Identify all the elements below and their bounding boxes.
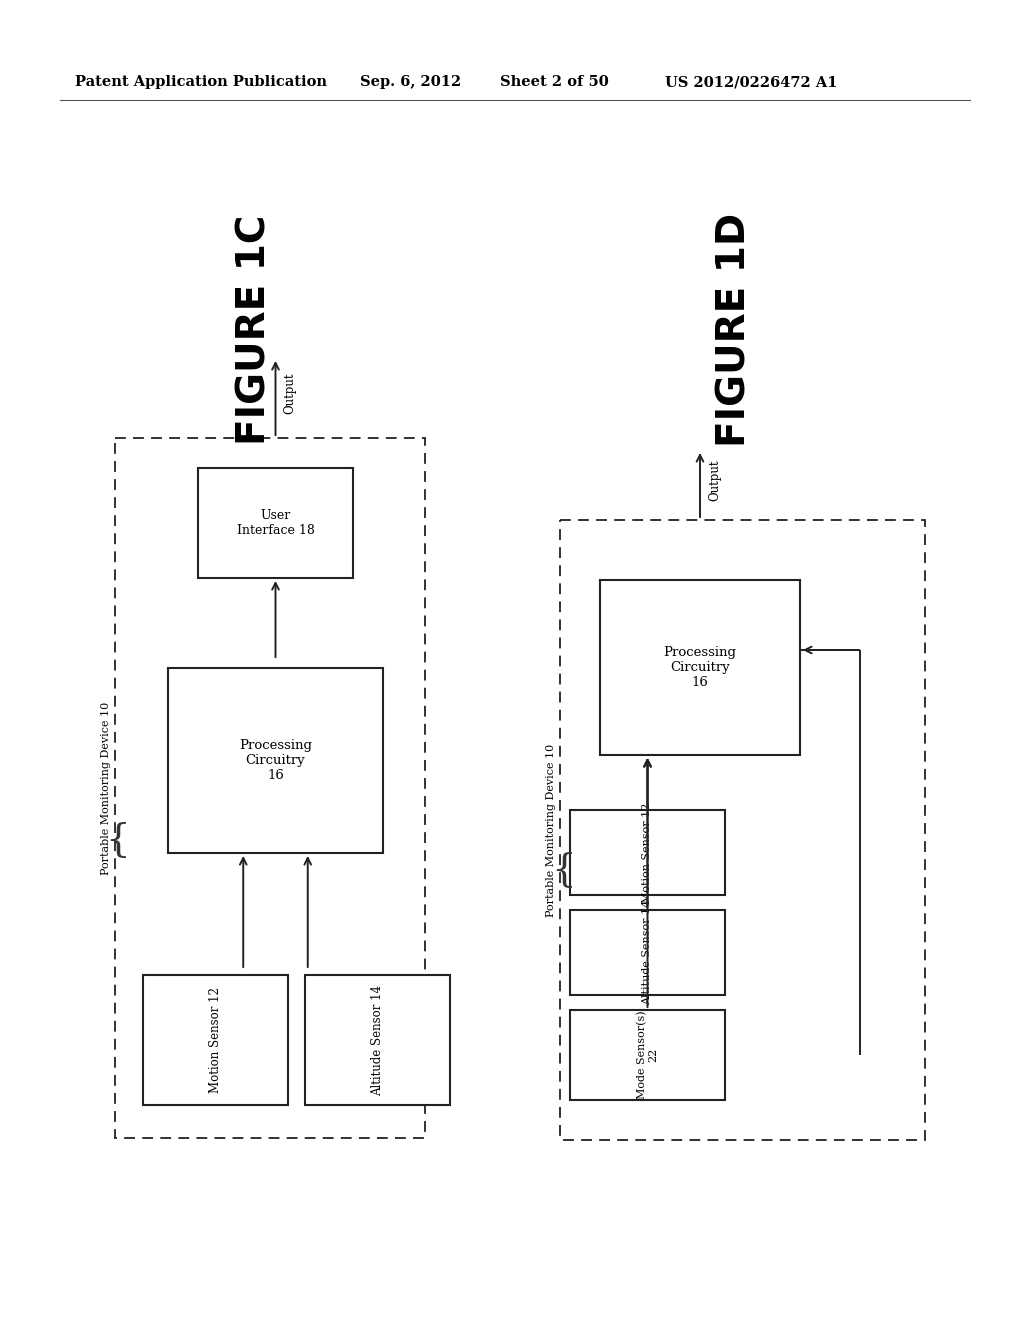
Bar xyxy=(198,469,353,578)
Text: Motion Sensor 12: Motion Sensor 12 xyxy=(642,803,652,903)
Text: Altitude Sensor 14: Altitude Sensor 14 xyxy=(642,900,652,1005)
Bar xyxy=(305,975,450,1105)
Text: User
Interface 18: User Interface 18 xyxy=(237,510,314,537)
Text: {: { xyxy=(105,821,130,858)
Text: Output: Output xyxy=(708,459,721,500)
Text: Mode Sensor(s)
22: Mode Sensor(s) 22 xyxy=(637,1011,658,1100)
Bar xyxy=(600,579,800,755)
Text: FIGURE 1C: FIGURE 1C xyxy=(236,215,274,445)
Bar xyxy=(168,668,383,853)
Text: Sheet 2 of 50: Sheet 2 of 50 xyxy=(500,75,608,88)
Text: Patent Application Publication: Patent Application Publication xyxy=(75,75,327,88)
Text: Sep. 6, 2012: Sep. 6, 2012 xyxy=(360,75,461,88)
Bar xyxy=(143,975,288,1105)
Bar xyxy=(570,909,725,995)
Text: {: { xyxy=(551,851,575,888)
Text: Portable Monitoring Device 10: Portable Monitoring Device 10 xyxy=(101,701,111,875)
Text: Output: Output xyxy=(284,372,297,413)
Text: Altitude Sensor 14: Altitude Sensor 14 xyxy=(371,985,384,1096)
Text: US 2012/0226472 A1: US 2012/0226472 A1 xyxy=(665,75,838,88)
Bar xyxy=(115,438,425,1138)
Bar xyxy=(560,520,925,1140)
Bar xyxy=(570,1010,725,1100)
Bar xyxy=(570,810,725,895)
Text: Portable Monitoring Device 10: Portable Monitoring Device 10 xyxy=(546,743,556,916)
Text: Processing
Circuitry
16: Processing Circuitry 16 xyxy=(664,645,736,689)
Text: FIGURE 1D: FIGURE 1D xyxy=(716,213,754,447)
Text: Processing
Circuitry
16: Processing Circuitry 16 xyxy=(239,739,312,781)
Text: Motion Sensor 12: Motion Sensor 12 xyxy=(209,987,222,1093)
